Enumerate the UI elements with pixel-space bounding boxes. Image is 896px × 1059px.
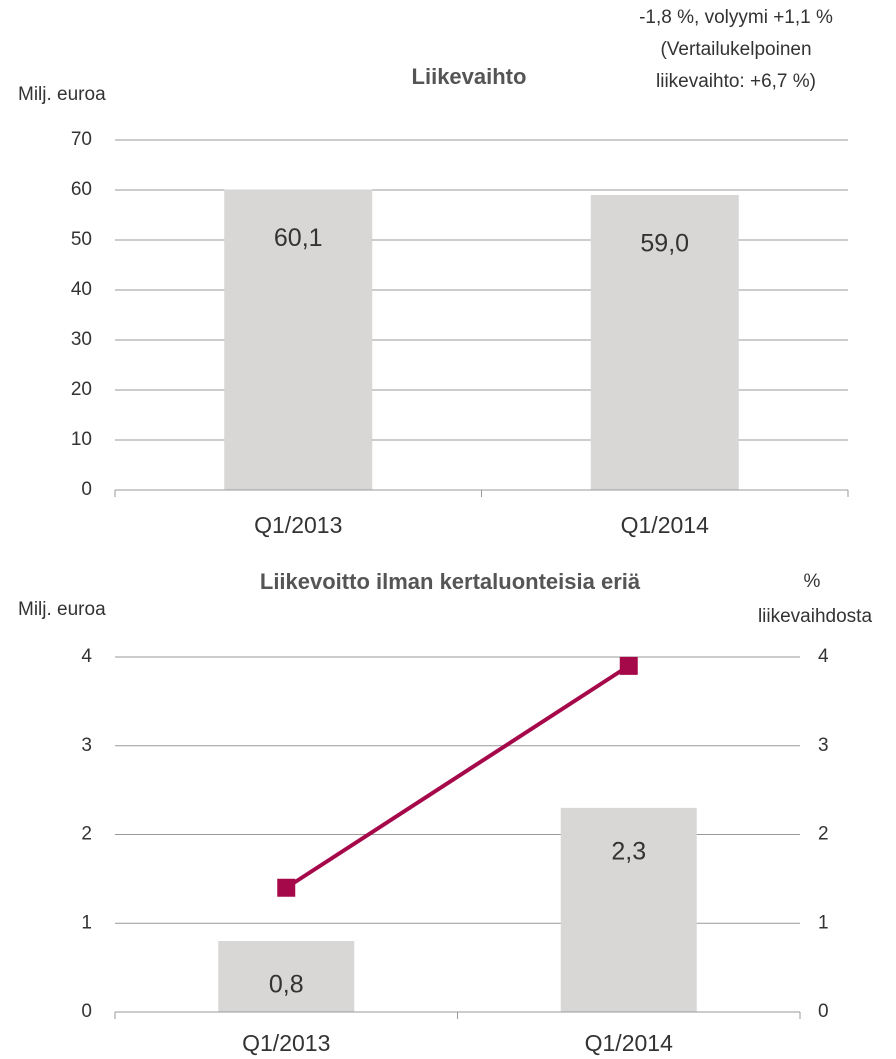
- y-tick-label: 70: [71, 129, 92, 150]
- chart-title: Liikevaihto: [412, 64, 527, 89]
- y-tick-label: 60: [71, 179, 92, 200]
- y2-tick-label: 3: [818, 735, 829, 756]
- y-tick-label: 30: [71, 329, 92, 350]
- marker: [277, 878, 296, 897]
- annotation: (Vertailukelpoinen: [660, 39, 811, 60]
- bar: [560, 807, 697, 1012]
- x-tick-label: Q1/2013: [242, 1030, 330, 1056]
- x-tick-label: Q1/2014: [585, 1030, 673, 1056]
- y2-axis-label: %: [804, 571, 821, 592]
- y2-tick-label: 1: [818, 912, 829, 933]
- y-axis-label: Milj. euroa: [18, 84, 106, 105]
- y-tick-label: 40: [71, 279, 92, 300]
- annotation: liikevaihto: +6,7 %): [656, 71, 816, 92]
- value-label: 0,8: [269, 971, 304, 999]
- y-axis-label: Milj. euroa: [18, 599, 106, 620]
- marker: [619, 656, 638, 675]
- y-tick-label: 3: [81, 735, 92, 756]
- y-tick-label: 2: [81, 824, 92, 845]
- y2-axis-label: liikevaihdosta: [758, 606, 872, 627]
- value-label: 59,0: [640, 230, 689, 258]
- y-tick-label: 4: [81, 646, 92, 667]
- y2-tick-label: 0: [818, 1001, 829, 1022]
- bar: [590, 195, 739, 490]
- y-tick-label: 1: [81, 912, 92, 933]
- x-tick-label: Q1/2013: [254, 512, 342, 538]
- y2-tick-label: 4: [818, 646, 829, 667]
- annotation: -1,8 %, volyymi +1,1 %: [639, 7, 833, 28]
- bar: [218, 941, 355, 1012]
- y-tick-label: 50: [71, 229, 92, 250]
- y-tick-label: 20: [71, 379, 92, 400]
- bar: [224, 189, 373, 490]
- y2-tick-label: 2: [818, 824, 829, 845]
- chart-title: Liikevoitto ilman kertaluonteisia eriä: [260, 569, 641, 594]
- x-tick-label: Q1/2014: [621, 512, 709, 538]
- y-tick-label: 10: [71, 429, 92, 450]
- value-label: 60,1: [274, 224, 323, 252]
- y-tick-label: 0: [81, 1001, 92, 1022]
- value-label: 2,3: [611, 837, 646, 865]
- y-tick-label: 0: [81, 479, 92, 500]
- line: [285, 664, 630, 890]
